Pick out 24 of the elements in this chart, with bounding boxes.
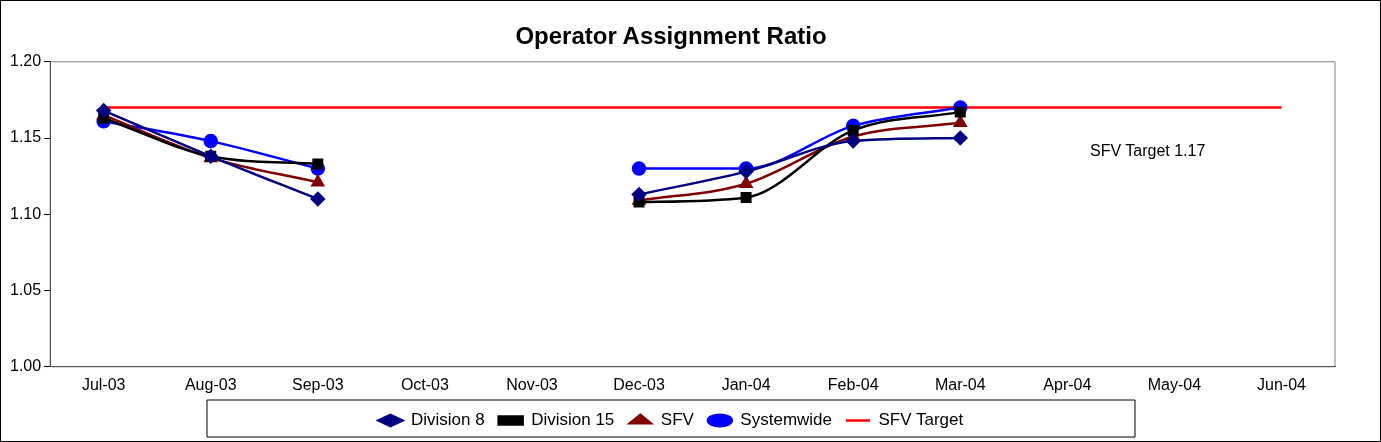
y-tick-label: 1.00 (10, 357, 42, 375)
x-tick-label: Dec-03 (613, 375, 665, 393)
y-tick-label: 1.10 (10, 204, 42, 222)
x-tick-label: Jan-04 (721, 375, 771, 393)
chart-title: Operator Assignment Ratio (515, 22, 827, 50)
y-tick-label: 1.20 (10, 52, 42, 70)
legend-label: Division 15 (531, 410, 615, 430)
legend-label: SFV (660, 410, 695, 430)
x-tick-label: May-04 (1147, 375, 1202, 393)
x-tick-label: Mar-04 (934, 375, 986, 393)
x-tick-label: Nov-03 (506, 375, 558, 393)
x-tick-label: Jun-04 (1257, 375, 1307, 393)
annotation: SFV Target 1.17 (1090, 142, 1206, 160)
legend-label: Division 8 (410, 410, 485, 430)
x-tick-label: Oct-03 (400, 375, 449, 393)
x-tick-label: Jul-03 (81, 375, 126, 393)
legend-label: SFV Target (878, 410, 964, 430)
x-tick-label: Feb-04 (827, 375, 879, 393)
y-tick-label: 1.05 (10, 280, 42, 298)
y-tick-label: 1.15 (10, 128, 42, 146)
x-tick-label: Apr-04 (1043, 375, 1092, 393)
x-tick-label: Aug-03 (184, 375, 237, 393)
x-tick-label: Sep-03 (292, 375, 344, 393)
legend-label: Systemwide (740, 410, 833, 430)
